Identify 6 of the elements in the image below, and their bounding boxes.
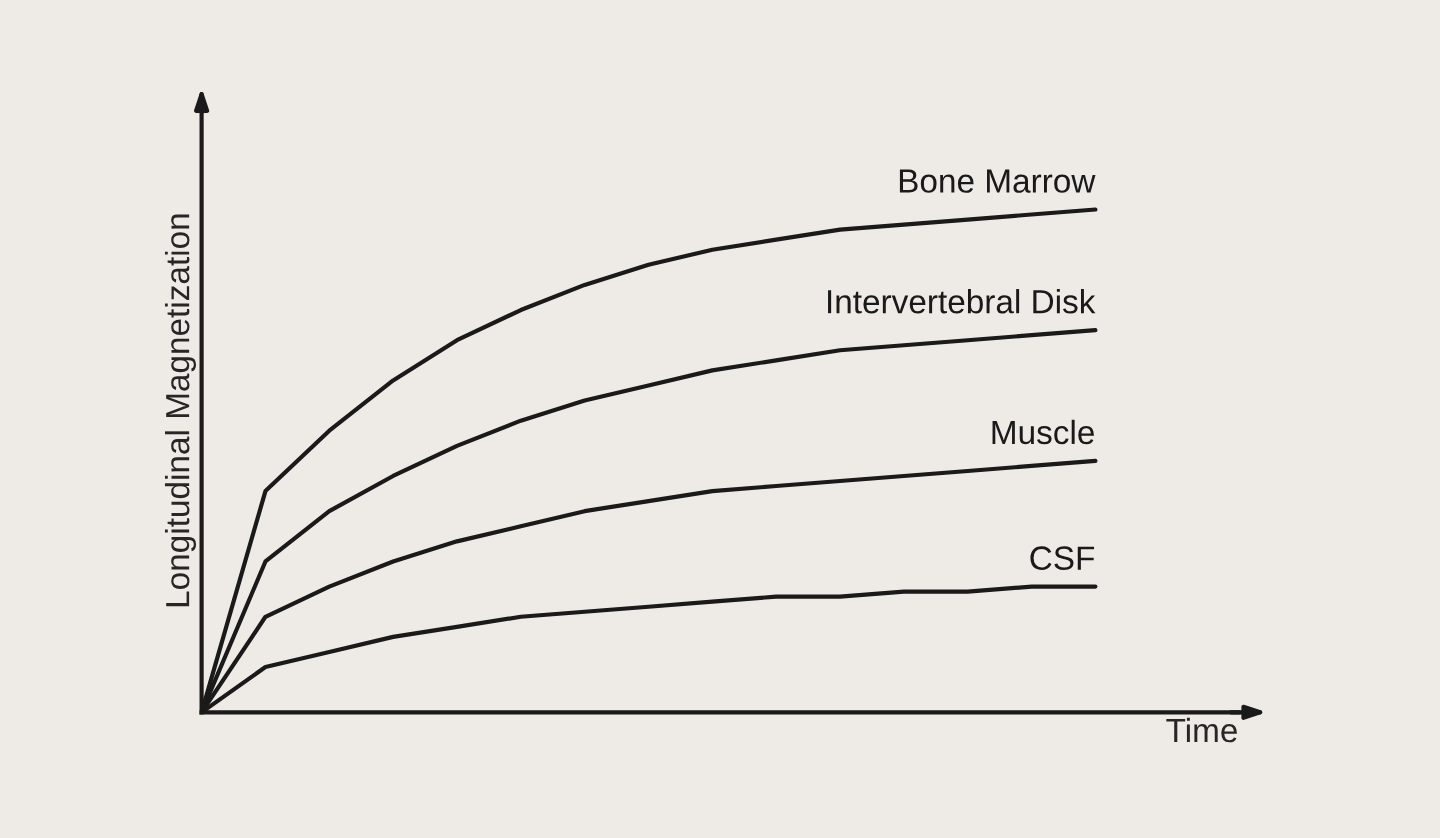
- y-axis-title: Longitudinal Magnetization: [164, 214, 197, 607]
- series-label: Intervertebral Disk: [828, 289, 1096, 314]
- x-axis-title: Time: [1166, 717, 1237, 743]
- series-label: CSF: [1030, 546, 1095, 570]
- series-label: Muscle: [992, 419, 1094, 445]
- series-label: Bone Marrow: [899, 169, 1096, 193]
